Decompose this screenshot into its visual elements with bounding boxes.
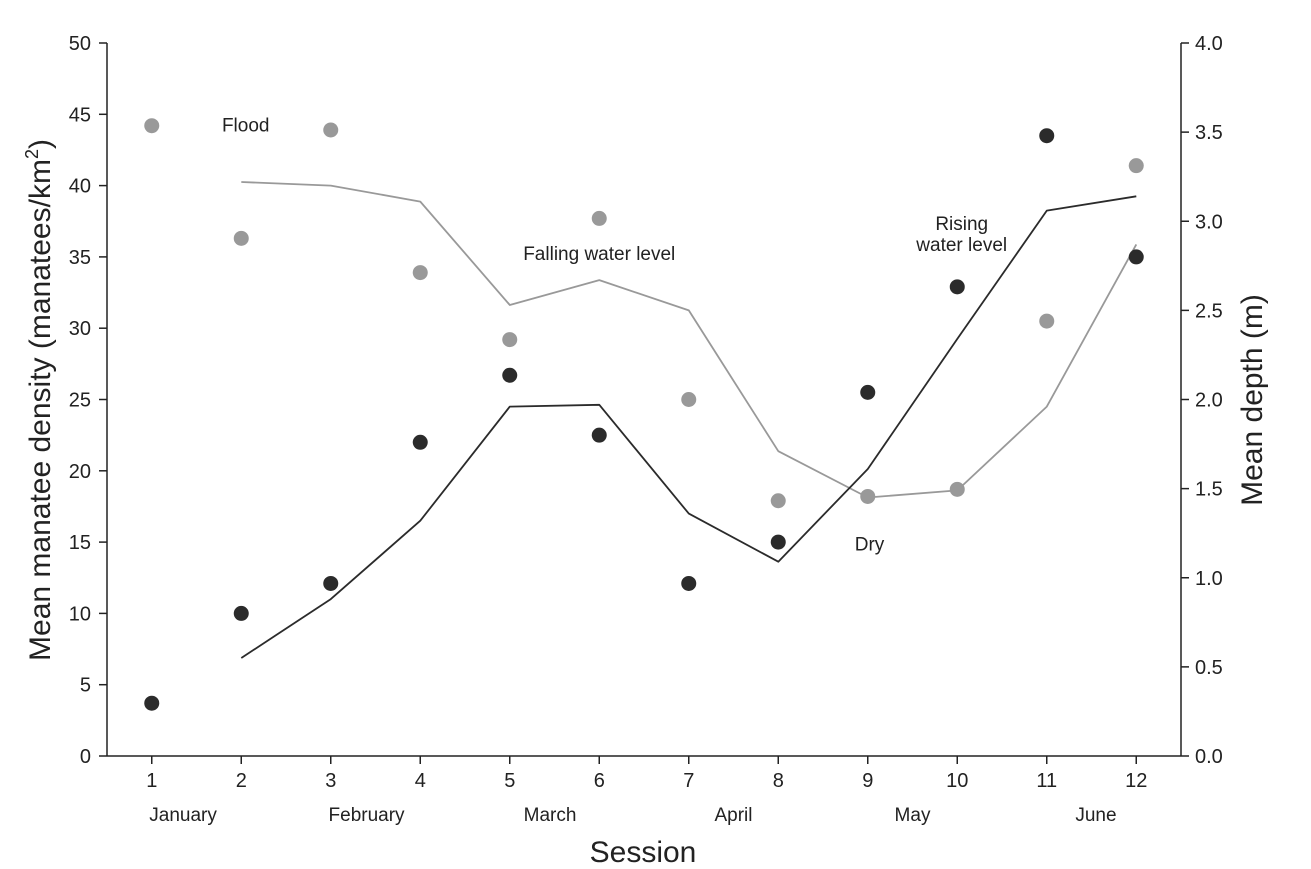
month-label: May [895,805,931,826]
right-y-tick-label: 0.0 [1195,746,1223,768]
density-point-1 [502,367,518,383]
left-y-axis-title: Mean manatee density (manatees/km2) [22,139,57,661]
left-y-tick-label: 25 [69,390,91,412]
x-tick-label: 7 [683,770,694,792]
right-y-tick-label: 4.0 [1195,33,1223,55]
x-tick-label: 2 [236,770,247,792]
left-y-tick-label: 45 [69,104,91,126]
right-y-tick-label: 1.5 [1195,479,1223,501]
right-y-axis-title: Mean depth (m) [1236,294,1269,506]
right-y-tick-label: 3.0 [1195,211,1223,233]
density-point-1 [412,434,428,450]
right-y-ticks: 0.0 0.5 1.0 1.5 2.0 2.5 3.0 3.5 4.0 [1181,33,1223,768]
left-y-axis-title-close: ) [24,139,57,149]
density-point-0 [770,493,786,509]
left-y-tick-label: 0 [80,746,91,768]
month-label: June [1075,805,1116,826]
right-y-tick-label: 2.5 [1195,300,1223,322]
depth-lines [240,181,1138,659]
right-y-tick-label: 2.0 [1195,390,1223,412]
x-tick-label: 10 [946,770,968,792]
density-points [144,118,1144,711]
left-y-tick-label: 10 [69,603,91,625]
left-y-tick-label: 30 [69,318,91,340]
x-tick-label: 1 [146,770,157,792]
x-tick-label: 8 [773,770,784,792]
density-point-1 [144,695,160,711]
density-point-0 [233,230,249,246]
density-point-0 [502,332,518,348]
month-labels: January February March April May June [149,805,1116,826]
month-label: April [714,805,752,826]
density-point-0 [323,122,339,138]
x-tick-label: 5 [504,770,515,792]
density-point-0 [144,118,160,134]
left-y-ticks: 0 5 10 15 20 25 30 35 40 45 50 [69,33,107,768]
depth-line-2 [241,181,1138,499]
density-point-0 [1039,313,1055,329]
x-tick-label: 12 [1125,770,1147,792]
month-label: February [329,805,406,826]
x-ticks: 1 2 3 4 5 6 7 8 9 10 11 12 [146,756,1147,792]
left-y-tick-label: 5 [80,675,91,697]
x-tick-label: 9 [862,770,873,792]
density-point-0 [860,488,876,504]
annotation-label: Dry [855,535,885,556]
left-y-tick-label: 40 [69,176,91,198]
annotation-label: water level [915,235,1007,256]
month-label: January [149,805,217,826]
x-tick-label: 11 [1036,770,1057,792]
left-y-tick-label: 20 [69,461,91,483]
x-tick-label: 4 [415,770,426,792]
annotation-label: Rising [935,214,988,235]
annotation-label: Flood [222,115,270,136]
density-point-1 [770,534,786,550]
density-point-1 [949,279,965,295]
density-point-0 [1128,158,1144,174]
x-axis-title: Session [590,836,697,869]
density-point-1 [1039,128,1055,144]
plot-area [106,43,1182,757]
density-point-1 [591,427,607,443]
density-point-0 [412,265,428,281]
density-point-1 [323,575,339,591]
density-point-0 [591,210,607,226]
annotation-label: Falling water level [523,244,675,265]
depth-line-3 [240,195,1137,659]
left-y-tick-label: 50 [69,33,91,55]
left-y-axis-title-superscript: 2 [22,149,42,159]
left-y-tick-label: 15 [69,532,91,554]
density-point-0 [949,481,965,497]
density-point-1 [233,605,249,621]
density-point-1 [681,575,697,591]
density-point-1 [1128,249,1144,265]
right-y-tick-label: 0.5 [1195,657,1223,679]
density-point-0 [681,392,697,407]
right-y-tick-label: 3.5 [1195,122,1223,144]
month-label: March [524,805,577,826]
right-y-tick-label: 1.0 [1195,568,1223,590]
x-tick-label: 6 [594,770,605,792]
density-point-1 [860,384,876,400]
left-y-axis-title-main: Mean manatee density (manatees/km [24,159,57,661]
x-tick-label: 3 [325,770,336,792]
left-y-tick-label: 35 [69,247,91,269]
